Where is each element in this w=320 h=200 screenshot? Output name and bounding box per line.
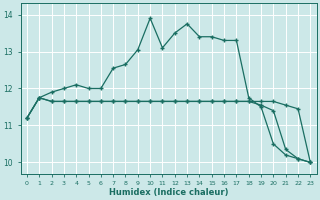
X-axis label: Humidex (Indice chaleur): Humidex (Indice chaleur) [109,188,228,197]
